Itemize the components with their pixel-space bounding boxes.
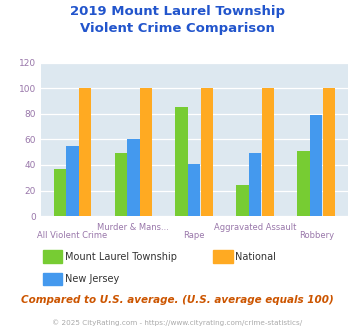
Text: © 2025 CityRating.com - https://www.cityrating.com/crime-statistics/: © 2025 CityRating.com - https://www.city… (53, 319, 302, 326)
Bar (310, 115, 322, 216)
Text: Rape: Rape (184, 231, 205, 240)
Bar (297, 151, 310, 216)
Bar (127, 139, 140, 216)
Text: All Violent Crime: All Violent Crime (37, 231, 108, 240)
Bar (201, 88, 213, 216)
Text: Aggravated Assault: Aggravated Assault (214, 223, 296, 232)
Text: National: National (235, 252, 276, 262)
Text: Mount Laurel Township: Mount Laurel Township (65, 252, 177, 262)
Text: 2019 Mount Laurel Township
Violent Crime Comparison: 2019 Mount Laurel Township Violent Crime… (70, 5, 285, 35)
Bar (66, 146, 78, 216)
Bar (236, 185, 248, 216)
Bar (175, 108, 188, 216)
Bar (79, 88, 91, 216)
Bar (188, 164, 201, 216)
Bar (262, 88, 274, 216)
Bar (140, 88, 152, 216)
Text: Murder & Mans...: Murder & Mans... (98, 223, 169, 232)
Text: Robbery: Robbery (299, 231, 334, 240)
Bar (54, 169, 66, 216)
Bar (115, 153, 127, 216)
Text: New Jersey: New Jersey (65, 274, 119, 284)
Bar (249, 153, 261, 216)
Bar (323, 88, 335, 216)
Text: Compared to U.S. average. (U.S. average equals 100): Compared to U.S. average. (U.S. average … (21, 295, 334, 305)
